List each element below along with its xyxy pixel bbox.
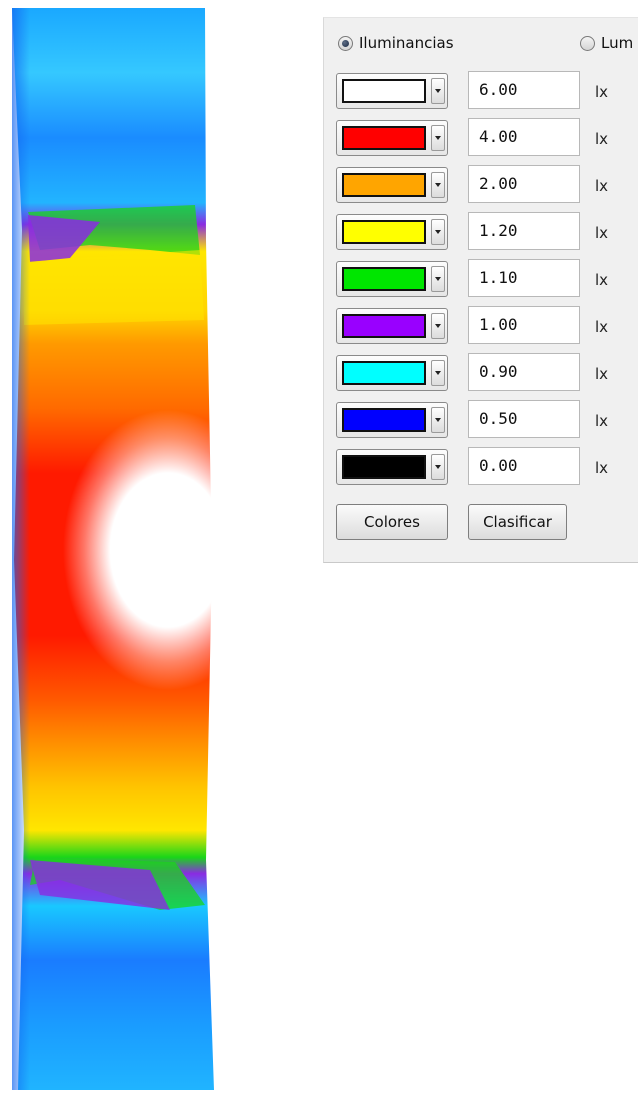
dropdown-button[interactable] <box>431 407 445 433</box>
radio-iluminancias-circle[interactable] <box>338 35 353 51</box>
color-swatch <box>342 314 426 338</box>
chevron-down-icon <box>435 324 441 328</box>
threshold-value-input[interactable]: 6.00 <box>468 71 580 109</box>
dropdown-button[interactable] <box>431 78 445 104</box>
color-swatch <box>342 455 426 479</box>
unit-label: lx <box>595 130 609 148</box>
radio-iluminancias-label: Iluminancias <box>359 34 454 52</box>
heatmap-svg <box>12 8 230 1090</box>
radio-iluminancias[interactable]: Iluminancias <box>338 32 454 54</box>
dropdown-button[interactable] <box>431 313 445 339</box>
dropdown-button[interactable] <box>431 219 445 245</box>
unit-label: lx <box>595 177 609 195</box>
dropdown-button[interactable] <box>431 454 445 480</box>
purple-band-bottom <box>30 860 170 910</box>
threshold-value-input[interactable]: 2.00 <box>468 165 580 203</box>
threshold-value-input[interactable]: 1.00 <box>468 306 580 344</box>
unit-label: lx <box>595 459 609 477</box>
threshold-value-input[interactable]: 1.20 <box>468 212 580 250</box>
threshold-value-input[interactable]: 1.10 <box>468 259 580 297</box>
color-picker-combo[interactable] <box>336 449 448 485</box>
illuminance-heatmap <box>0 0 230 1097</box>
legend-row: 0.90 lx <box>336 353 638 393</box>
legend-row: 1.20 lx <box>336 212 638 252</box>
chevron-down-icon <box>435 183 441 187</box>
color-picker-combo[interactable] <box>336 355 448 391</box>
chevron-down-icon <box>435 371 441 375</box>
white-hot-spot <box>63 410 230 690</box>
color-picker-combo[interactable] <box>336 120 448 156</box>
color-swatch <box>342 79 426 103</box>
yellow-band-top <box>24 250 204 325</box>
threshold-value-input[interactable]: 0.90 <box>468 353 580 391</box>
legend-panel: Iluminancias Lum 6.00 lx 4.00 l <box>323 17 638 563</box>
unit-label: lx <box>595 271 609 289</box>
legend-row: 0.50 lx <box>336 400 638 440</box>
chevron-down-icon <box>435 418 441 422</box>
threshold-value-input[interactable]: 4.00 <box>468 118 580 156</box>
threshold-value-input[interactable]: 0.00 <box>468 447 580 485</box>
color-picker-combo[interactable] <box>336 261 448 297</box>
radio-luminancias-circle[interactable] <box>580 35 595 51</box>
color-swatch <box>342 361 426 385</box>
purple-band-top <box>28 215 100 262</box>
legend-row: 1.00 lx <box>336 306 638 346</box>
color-picker-combo[interactable] <box>336 73 448 109</box>
color-picker-combo[interactable] <box>336 167 448 203</box>
color-picker-combo[interactable] <box>336 214 448 250</box>
color-swatch <box>342 267 426 291</box>
unit-label: lx <box>595 412 609 430</box>
radio-luminancias-label: Lum <box>601 34 634 52</box>
color-picker-combo[interactable] <box>336 308 448 344</box>
chevron-down-icon <box>435 136 441 140</box>
chevron-down-icon <box>435 465 441 469</box>
legend-row: 2.00 lx <box>336 165 638 205</box>
chevron-down-icon <box>435 89 441 93</box>
chevron-down-icon <box>435 230 441 234</box>
dropdown-button[interactable] <box>431 125 445 151</box>
unit-label: lx <box>595 224 609 242</box>
unit-label: lx <box>595 365 609 383</box>
color-swatch <box>342 173 426 197</box>
color-picker-combo[interactable] <box>336 402 448 438</box>
color-swatch <box>342 126 426 150</box>
legend-row: 1.10 lx <box>336 259 638 299</box>
legend-row: 6.00 lx <box>336 71 638 111</box>
clasificar-button[interactable]: Clasificar <box>468 504 567 540</box>
chevron-down-icon <box>435 277 441 281</box>
legend-row: 0.00 lx <box>336 447 638 487</box>
radio-luminancias[interactable]: Lum <box>580 32 633 54</box>
colores-button[interactable]: Colores <box>336 504 448 540</box>
unit-label: lx <box>595 83 609 101</box>
dropdown-button[interactable] <box>431 172 445 198</box>
color-swatch <box>342 408 426 432</box>
threshold-value-input[interactable]: 0.50 <box>468 400 580 438</box>
legend-row: 4.00 lx <box>336 118 638 158</box>
dropdown-button[interactable] <box>431 360 445 386</box>
dropdown-button[interactable] <box>431 266 445 292</box>
color-swatch <box>342 220 426 244</box>
unit-label: lx <box>595 318 609 336</box>
radio-selected-dot <box>342 39 349 47</box>
